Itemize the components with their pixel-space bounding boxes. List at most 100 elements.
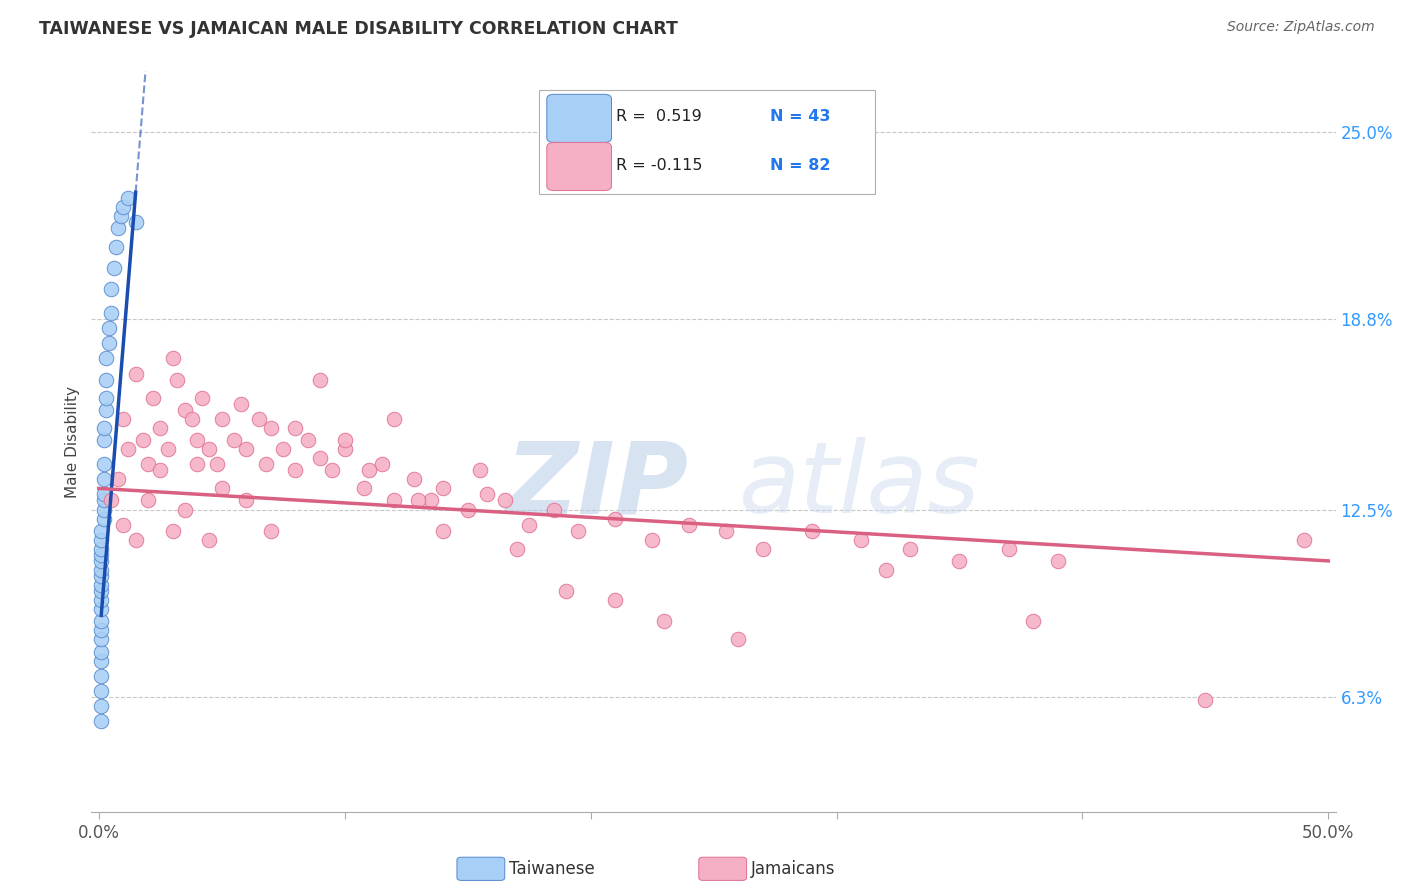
Point <box>90 548 112 562</box>
Point <box>149 463 172 477</box>
Point <box>555 584 578 599</box>
Point <box>112 200 135 214</box>
Point <box>271 442 294 456</box>
Point <box>605 511 627 525</box>
Point <box>468 463 491 477</box>
Point <box>359 463 381 477</box>
Point <box>186 457 208 471</box>
Point <box>382 412 405 426</box>
Point <box>90 615 112 629</box>
Point <box>198 533 221 547</box>
Point <box>654 615 676 629</box>
Point <box>90 683 112 698</box>
Point <box>100 493 122 508</box>
Text: Taiwanese: Taiwanese <box>509 860 595 878</box>
Point <box>93 433 115 447</box>
Point <box>112 517 135 532</box>
Point <box>714 524 737 538</box>
Point <box>235 493 257 508</box>
Point <box>136 493 159 508</box>
Point <box>136 457 159 471</box>
Point <box>284 421 307 435</box>
FancyBboxPatch shape <box>547 95 612 143</box>
Point <box>198 442 221 456</box>
Point <box>297 433 319 447</box>
Point <box>162 351 184 366</box>
Point <box>205 457 228 471</box>
Point <box>260 421 283 435</box>
Point <box>370 457 392 471</box>
Point <box>432 482 454 496</box>
Point <box>142 391 165 405</box>
Text: TAIWANESE VS JAMAICAN MALE DISABILITY CORRELATION CHART: TAIWANESE VS JAMAICAN MALE DISABILITY CO… <box>39 20 678 37</box>
Point <box>402 472 425 486</box>
Point <box>948 554 970 568</box>
Point <box>93 421 115 435</box>
FancyBboxPatch shape <box>547 143 612 191</box>
Point <box>641 533 664 547</box>
Point <box>898 541 921 556</box>
Point <box>90 541 112 556</box>
Point <box>432 524 454 538</box>
Point <box>678 517 700 532</box>
Point <box>132 433 155 447</box>
Point <box>94 391 117 405</box>
Point <box>222 433 245 447</box>
Point <box>117 191 139 205</box>
Point <box>751 541 773 556</box>
Point <box>567 524 589 538</box>
Point <box>333 433 356 447</box>
Point <box>90 554 112 568</box>
Point <box>93 487 115 501</box>
Point <box>1022 615 1045 629</box>
Text: Jamaicans: Jamaicans <box>751 860 835 878</box>
Point <box>100 282 122 296</box>
Point <box>90 714 112 728</box>
Point <box>149 421 172 435</box>
Point <box>353 482 375 496</box>
Point <box>457 502 479 516</box>
Text: N = 43: N = 43 <box>769 109 830 124</box>
Point <box>162 524 184 538</box>
Point <box>90 533 112 547</box>
Point <box>382 493 405 508</box>
Point <box>211 482 233 496</box>
Point <box>124 367 146 381</box>
Point <box>247 412 270 426</box>
Point <box>211 412 233 426</box>
Point <box>107 472 129 486</box>
Point <box>90 569 112 583</box>
Point <box>90 524 112 538</box>
Point <box>93 511 115 525</box>
Point <box>166 373 188 387</box>
Point <box>254 457 277 471</box>
Point <box>124 533 146 547</box>
Text: R = -0.115: R = -0.115 <box>616 158 703 173</box>
Point <box>90 563 112 577</box>
Point <box>260 524 283 538</box>
Point <box>235 442 257 456</box>
Point <box>408 493 430 508</box>
Point <box>110 210 132 224</box>
Point <box>231 397 253 411</box>
Point <box>90 632 112 647</box>
Point <box>97 321 120 335</box>
FancyBboxPatch shape <box>540 90 876 194</box>
Point <box>90 593 112 607</box>
Point <box>605 593 627 607</box>
Point <box>1194 693 1216 707</box>
Point <box>124 215 146 229</box>
Y-axis label: Male Disability: Male Disability <box>65 385 80 498</box>
Point <box>90 624 112 638</box>
Point <box>156 442 179 456</box>
Point <box>104 239 127 253</box>
Point <box>543 502 565 516</box>
Text: atlas: atlas <box>738 437 980 534</box>
Point <box>90 584 112 599</box>
Text: Source: ZipAtlas.com: Source: ZipAtlas.com <box>1227 20 1375 34</box>
Point <box>333 442 356 456</box>
Point <box>94 373 117 387</box>
Point <box>173 402 195 417</box>
Point <box>93 472 115 486</box>
Point <box>800 524 823 538</box>
